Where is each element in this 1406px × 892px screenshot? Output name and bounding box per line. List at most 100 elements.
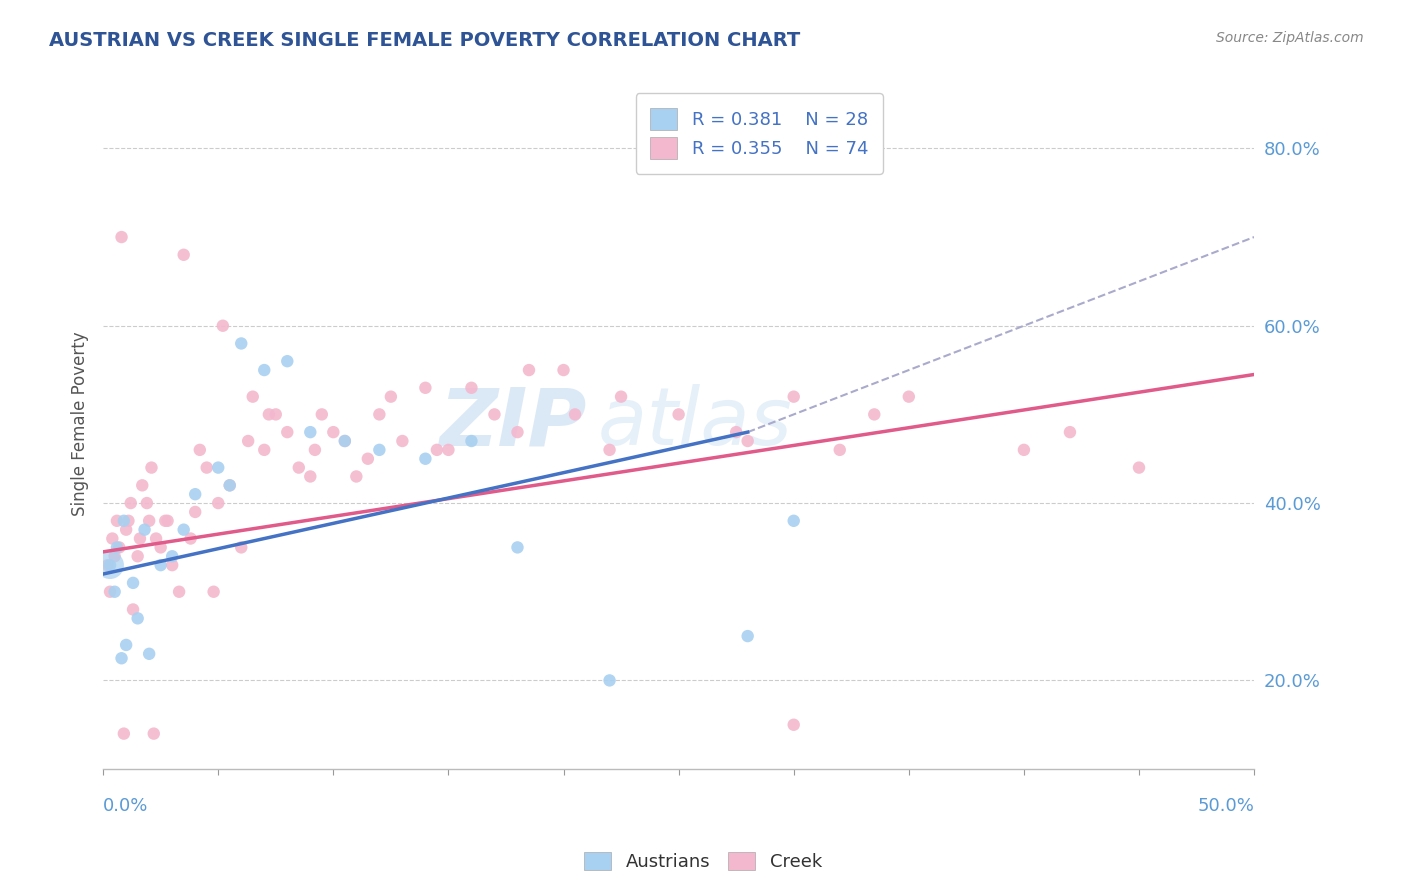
- Point: [368, 442, 391, 457]
- Point: [160, 558, 183, 573]
- Text: ZIP: ZIP: [439, 384, 586, 462]
- Point: [506, 425, 529, 439]
- Point: [460, 381, 482, 395]
- Point: [737, 629, 759, 643]
- Point: [368, 408, 391, 422]
- Point: [288, 460, 311, 475]
- Point: [202, 584, 225, 599]
- Point: [1128, 460, 1150, 475]
- Point: [737, 434, 759, 448]
- Point: [506, 541, 529, 555]
- Point: [134, 523, 156, 537]
- Point: [299, 425, 322, 439]
- Text: AUSTRIAN VS CREEK SINGLE FEMALE POVERTY CORRELATION CHART: AUSTRIAN VS CREEK SINGLE FEMALE POVERTY …: [49, 31, 800, 50]
- Point: [173, 523, 195, 537]
- Point: [141, 460, 163, 475]
- Point: [599, 442, 621, 457]
- Point: [122, 602, 145, 616]
- Point: [105, 541, 128, 555]
- Point: [207, 460, 229, 475]
- Point: [156, 514, 179, 528]
- Point: [120, 496, 142, 510]
- Point: [218, 478, 240, 492]
- Point: [276, 425, 298, 439]
- Point: [149, 541, 172, 555]
- Point: [98, 558, 121, 573]
- Point: [415, 381, 437, 395]
- Point: [127, 611, 149, 625]
- Point: [242, 390, 264, 404]
- Point: [195, 460, 218, 475]
- Point: [122, 575, 145, 590]
- Point: [131, 478, 153, 492]
- Point: [142, 726, 165, 740]
- Point: [668, 408, 690, 422]
- Point: [211, 318, 233, 333]
- Point: [357, 451, 380, 466]
- Point: [322, 425, 344, 439]
- Point: [112, 514, 135, 528]
- Point: [160, 549, 183, 564]
- Point: [184, 487, 207, 501]
- Point: [104, 549, 127, 564]
- Point: [218, 478, 240, 492]
- Point: [110, 651, 132, 665]
- Point: [129, 532, 152, 546]
- Point: [108, 541, 131, 555]
- Point: [145, 532, 167, 546]
- Point: [460, 434, 482, 448]
- Point: [380, 390, 402, 404]
- Point: [257, 408, 280, 422]
- Point: [783, 390, 806, 404]
- Point: [236, 434, 259, 448]
- Legend: R = 0.381    N = 28, R = 0.355    N = 74: R = 0.381 N = 28, R = 0.355 N = 74: [636, 94, 883, 174]
- Point: [828, 442, 851, 457]
- Point: [783, 718, 806, 732]
- Y-axis label: Single Female Poverty: Single Female Poverty: [72, 331, 89, 516]
- Point: [783, 514, 806, 528]
- Point: [517, 363, 540, 377]
- Point: [553, 363, 575, 377]
- Point: [344, 469, 367, 483]
- Point: [173, 248, 195, 262]
- Legend: Austrians, Creek: Austrians, Creek: [576, 845, 830, 879]
- Point: [104, 584, 127, 599]
- Point: [101, 532, 124, 546]
- Point: [725, 425, 748, 439]
- Point: [299, 469, 322, 483]
- Point: [276, 354, 298, 368]
- Point: [98, 558, 121, 573]
- Point: [115, 523, 138, 537]
- Point: [112, 726, 135, 740]
- Point: [599, 673, 621, 688]
- Point: [253, 442, 276, 457]
- Point: [333, 434, 356, 448]
- Point: [110, 230, 132, 244]
- Point: [426, 442, 449, 457]
- Point: [115, 638, 138, 652]
- Point: [98, 584, 121, 599]
- Point: [484, 408, 506, 422]
- Text: 0.0%: 0.0%: [103, 797, 149, 814]
- Text: atlas: atlas: [598, 384, 793, 462]
- Point: [253, 363, 276, 377]
- Point: [138, 514, 160, 528]
- Point: [231, 336, 253, 351]
- Point: [127, 549, 149, 564]
- Text: Source: ZipAtlas.com: Source: ZipAtlas.com: [1216, 31, 1364, 45]
- Text: 50.0%: 50.0%: [1198, 797, 1254, 814]
- Point: [1059, 425, 1081, 439]
- Point: [207, 496, 229, 510]
- Point: [155, 514, 177, 528]
- Point: [415, 451, 437, 466]
- Point: [97, 558, 120, 573]
- Point: [333, 434, 356, 448]
- Point: [264, 408, 287, 422]
- Point: [231, 541, 253, 555]
- Point: [138, 647, 160, 661]
- Point: [897, 390, 920, 404]
- Point: [610, 390, 633, 404]
- Point: [311, 408, 333, 422]
- Point: [117, 514, 139, 528]
- Point: [863, 408, 886, 422]
